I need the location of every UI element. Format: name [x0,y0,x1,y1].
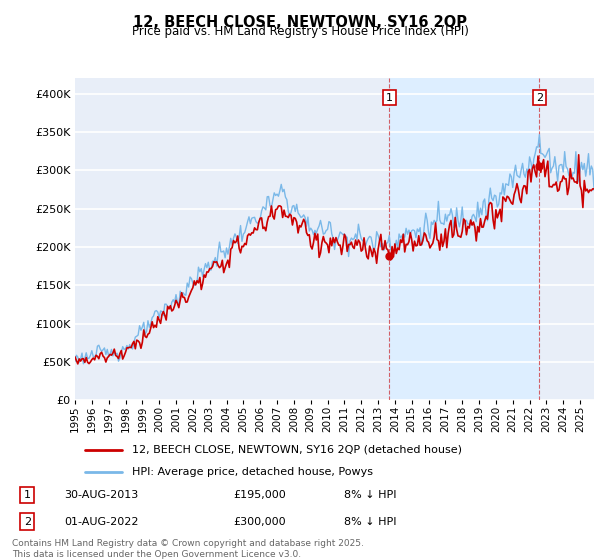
Bar [389,78,539,400]
Text: Contains HM Land Registry data © Crown copyright and database right 2025.
This d: Contains HM Land Registry data © Crown c… [12,539,364,559]
Text: £195,000: £195,000 [233,490,286,500]
Text: 12, BEECH CLOSE, NEWTOWN, SY16 2QP: 12, BEECH CLOSE, NEWTOWN, SY16 2QP [133,15,467,30]
Text: 30-AUG-2013: 30-AUG-2013 [64,490,139,500]
Text: 8% ↓ HPI: 8% ↓ HPI [344,490,396,500]
Text: 1: 1 [23,490,31,500]
Text: 2: 2 [23,517,31,526]
Text: HPI: Average price, detached house, Powys: HPI: Average price, detached house, Powy… [132,466,373,477]
Text: £300,000: £300,000 [233,517,286,526]
Text: Price paid vs. HM Land Registry's House Price Index (HPI): Price paid vs. HM Land Registry's House … [131,25,469,38]
Text: 8% ↓ HPI: 8% ↓ HPI [344,517,396,526]
Text: 2: 2 [536,92,543,102]
Text: 12, BEECH CLOSE, NEWTOWN, SY16 2QP (detached house): 12, BEECH CLOSE, NEWTOWN, SY16 2QP (deta… [132,445,462,455]
Text: 1: 1 [386,92,393,102]
Text: 01-AUG-2022: 01-AUG-2022 [64,517,139,526]
